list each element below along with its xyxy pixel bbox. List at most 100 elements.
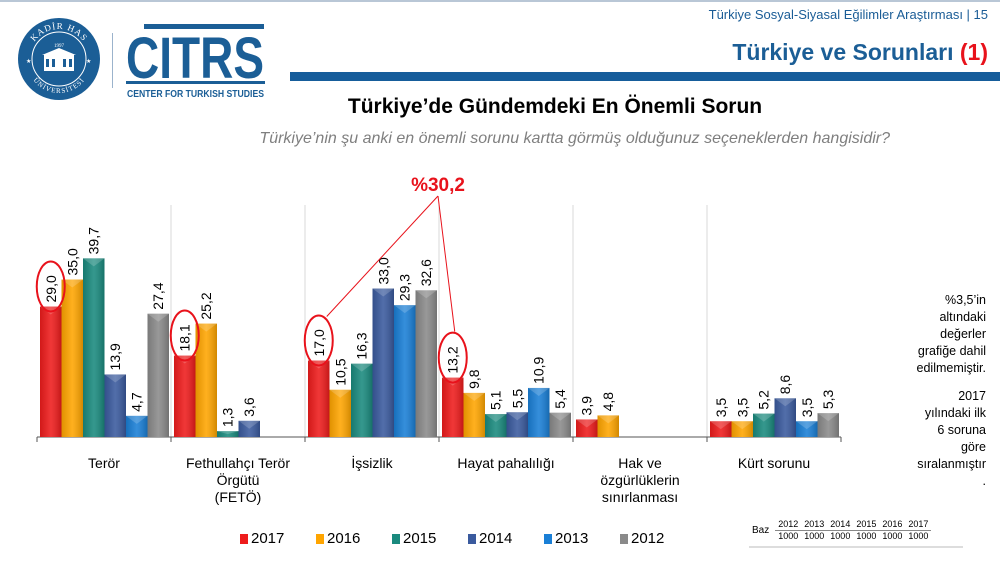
- bar-value-label: 3,6: [241, 397, 257, 417]
- legend-swatch: [392, 533, 400, 544]
- bar-value-label: 5,1: [488, 390, 504, 410]
- category-label-line: Hak ve: [618, 455, 662, 471]
- base-value: 1000: [856, 531, 877, 541]
- category-label-line: İşsizlik: [351, 455, 393, 471]
- legend-swatch: [544, 533, 552, 544]
- category-label-line: Hayat pahalılığı: [457, 455, 555, 471]
- bar-value-label: 5,4: [552, 389, 568, 409]
- legend-item-2012: 2012: [620, 530, 696, 547]
- bar: 32,6: [415, 259, 437, 437]
- bar-value-label: 10,5: [332, 358, 348, 385]
- bar-value-label: 4,8: [600, 392, 616, 412]
- bar: 3,6: [238, 397, 260, 437]
- highlight-circle: [35, 260, 66, 313]
- bar: 25,2: [195, 292, 217, 437]
- bar: 27,4: [147, 282, 169, 437]
- bar-value-label: 5,3: [820, 389, 836, 409]
- category-label-line: Terör: [88, 455, 120, 471]
- base-value: 1000: [804, 531, 825, 541]
- bar: 35,0: [61, 248, 83, 437]
- section-title-number: (1): [959, 39, 988, 65]
- legend-label: 2016: [327, 530, 361, 547]
- note-line: göre: [960, 440, 986, 454]
- logo-divider: [112, 33, 113, 88]
- bar: 16,3: [351, 332, 373, 437]
- legend-label: 2015: [403, 530, 437, 547]
- note-line: %3,5’in: [945, 293, 986, 307]
- bar-value-label: 5,5: [509, 389, 525, 409]
- category-label: İşsizlik: [305, 455, 439, 472]
- bar-value-label: 18,1: [177, 324, 193, 351]
- base-table-underline: [749, 546, 963, 548]
- bar: 5,4: [549, 389, 571, 437]
- category-label-line: (FETÖ): [214, 489, 262, 505]
- bar-value-label: 13,2: [445, 346, 461, 373]
- base-value: 1000: [882, 531, 903, 541]
- bar: 5,5: [506, 389, 528, 437]
- highlight-annotations: %30,2: [35, 175, 468, 384]
- bar: 5,2: [753, 390, 775, 437]
- bar-value-label: 39,7: [86, 227, 102, 254]
- total-annotation: %30,2: [411, 175, 465, 196]
- bar: 9,8: [463, 369, 485, 437]
- bar-value-label: 17,0: [311, 329, 327, 356]
- category-label: Hayat pahalılığı: [439, 455, 573, 472]
- bar-value-label: 16,3: [354, 332, 370, 359]
- bar-value-label: 3,5: [734, 398, 750, 418]
- svg-text:★: ★: [26, 58, 31, 65]
- base-year: 2016: [879, 519, 906, 531]
- highlight-circle: [303, 314, 334, 367]
- bar: 13,9: [104, 343, 126, 437]
- citrs-logo: CITRS CENTER FOR TURKISH STUDIES: [126, 24, 265, 100]
- base-year: 2015: [853, 519, 880, 531]
- bar: 4,7: [126, 392, 148, 437]
- bar-value-label: 10,9: [531, 356, 547, 383]
- base-year: 2012: [775, 519, 802, 531]
- bar: 3,5: [710, 398, 732, 437]
- note-line: altındaki: [939, 310, 986, 324]
- legend-swatch: [620, 533, 628, 544]
- bar: 29,3: [394, 274, 416, 437]
- bar-value-label: 3,5: [799, 398, 815, 418]
- bar: 17,0: [308, 329, 330, 437]
- legend-item-2015: 2015: [392, 530, 468, 547]
- bar-value-label: 8,6: [777, 375, 793, 395]
- bar: 5,3: [817, 389, 839, 437]
- bar: 4,8: [597, 392, 619, 437]
- note-line: .: [982, 474, 986, 488]
- base-value: 1000: [908, 531, 929, 541]
- top-border: [0, 0, 1000, 2]
- section-title: Türkiye ve Sorunları (1): [732, 39, 988, 66]
- legend-swatch: [240, 533, 248, 544]
- note-line: edilmemiştir.: [916, 361, 986, 375]
- category-label: Kürt sorunu: [707, 455, 841, 472]
- bar: 3,9: [576, 396, 598, 437]
- bar: 3,5: [796, 398, 818, 437]
- category-label-line: Kürt sorunu: [737, 455, 811, 471]
- bar-value-label: 13,9: [107, 343, 123, 370]
- bar-value-label: 3,5: [713, 398, 729, 418]
- bar-value-label: 29,0: [43, 275, 59, 302]
- citrs-subtitle: CENTER FOR TURKISH STUDIES: [127, 88, 264, 100]
- legend-label: 2014: [479, 530, 513, 547]
- bar-value-label: 3,9: [579, 396, 595, 416]
- bar: 18,1: [174, 324, 196, 437]
- base-table: Baz 2012 2013 2014 2015 2016 2017 1000 1000 1000…: [749, 519, 963, 548]
- category-label-line: özgürlüklerin: [600, 472, 680, 488]
- bar-value-label: 25,2: [198, 292, 214, 319]
- legend-item-2017: 2017: [240, 530, 316, 547]
- note-line: sıralanmıştır: [917, 457, 986, 471]
- note-line: 6 soruna: [937, 423, 986, 437]
- note-line: grafiğe dahil: [917, 344, 986, 358]
- base-year: 2014: [827, 519, 854, 531]
- bar-value-label: 33,0: [375, 257, 391, 284]
- base-label: Baz: [752, 525, 770, 536]
- bar-value-label: 35,0: [64, 248, 80, 275]
- bar: 8,6: [774, 375, 796, 437]
- citrs-wordmark: CITRS: [126, 26, 264, 91]
- chart-legend: 2017 2016 2015 2014 2013 2012: [240, 530, 696, 547]
- base-value: 1000: [830, 531, 851, 541]
- bar-value-label: 9,8: [466, 369, 482, 389]
- legend-label: 2017: [251, 530, 285, 547]
- category-label: Terör: [37, 455, 171, 472]
